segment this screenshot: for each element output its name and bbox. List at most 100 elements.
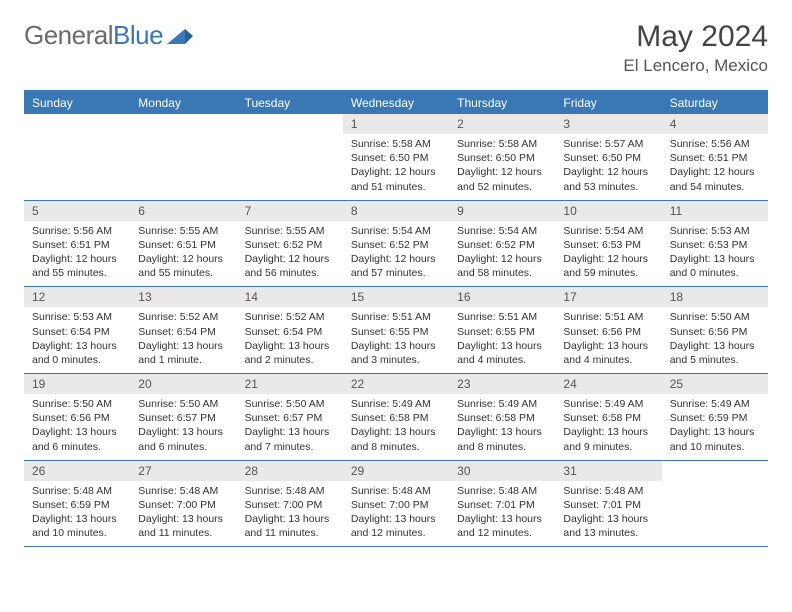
calendar-cell: . (662, 461, 768, 547)
calendar-cell: 27Sunrise: 5:48 AMSunset: 7:00 PMDayligh… (130, 461, 236, 547)
calendar-cell: 19Sunrise: 5:50 AMSunset: 6:56 PMDayligh… (24, 374, 130, 460)
day-number: 31 (555, 461, 661, 481)
calendar-cell: 20Sunrise: 5:50 AMSunset: 6:57 PMDayligh… (130, 374, 236, 460)
calendar-week-row: . . . 1Sunrise: 5:58 AMSunset: 6:50 PMDa… (24, 114, 768, 201)
day-details: Sunrise: 5:53 AMSunset: 6:54 PMDaylight:… (24, 307, 130, 367)
day-details: Sunrise: 5:57 AMSunset: 6:50 PMDaylight:… (555, 134, 661, 194)
day-of-week-label: Monday (130, 92, 236, 114)
day-details: Sunrise: 5:48 AMSunset: 7:00 PMDaylight:… (237, 481, 343, 541)
calendar-cell: 24Sunrise: 5:49 AMSunset: 6:58 PMDayligh… (555, 374, 661, 460)
day-details: Sunrise: 5:50 AMSunset: 6:56 PMDaylight:… (662, 307, 768, 367)
calendar-cell: 28Sunrise: 5:48 AMSunset: 7:00 PMDayligh… (237, 461, 343, 547)
day-details: Sunrise: 5:50 AMSunset: 6:57 PMDaylight:… (237, 394, 343, 454)
calendar-week-row: 12Sunrise: 5:53 AMSunset: 6:54 PMDayligh… (24, 287, 768, 374)
calendar-cell: 31Sunrise: 5:48 AMSunset: 7:01 PMDayligh… (555, 461, 661, 547)
calendar-cell: . (24, 114, 130, 200)
calendar-cell: 25Sunrise: 5:49 AMSunset: 6:59 PMDayligh… (662, 374, 768, 460)
calendar-cell: 3Sunrise: 5:57 AMSunset: 6:50 PMDaylight… (555, 114, 661, 200)
day-details: Sunrise: 5:48 AMSunset: 7:00 PMDaylight:… (130, 481, 236, 541)
day-details: Sunrise: 5:49 AMSunset: 6:58 PMDaylight:… (343, 394, 449, 454)
day-details: Sunrise: 5:49 AMSunset: 6:58 PMDaylight:… (555, 394, 661, 454)
day-number: 1 (343, 114, 449, 134)
day-details: Sunrise: 5:56 AMSunset: 6:51 PMDaylight:… (24, 221, 130, 281)
day-details: Sunrise: 5:55 AMSunset: 6:52 PMDaylight:… (237, 221, 343, 281)
calendar-cell: 22Sunrise: 5:49 AMSunset: 6:58 PMDayligh… (343, 374, 449, 460)
calendar-cell: 8Sunrise: 5:54 AMSunset: 6:52 PMDaylight… (343, 201, 449, 287)
day-number: 5 (24, 201, 130, 221)
day-details: Sunrise: 5:50 AMSunset: 6:56 PMDaylight:… (24, 394, 130, 454)
day-number: 24 (555, 374, 661, 394)
calendar-cell: 15Sunrise: 5:51 AMSunset: 6:55 PMDayligh… (343, 287, 449, 373)
calendar-cell: 12Sunrise: 5:53 AMSunset: 6:54 PMDayligh… (24, 287, 130, 373)
day-details: Sunrise: 5:55 AMSunset: 6:51 PMDaylight:… (130, 221, 236, 281)
calendar-cell: 29Sunrise: 5:48 AMSunset: 7:00 PMDayligh… (343, 461, 449, 547)
day-details: Sunrise: 5:54 AMSunset: 6:52 PMDaylight:… (449, 221, 555, 281)
day-details: Sunrise: 5:58 AMSunset: 6:50 PMDaylight:… (449, 134, 555, 194)
calendar-cell: 16Sunrise: 5:51 AMSunset: 6:55 PMDayligh… (449, 287, 555, 373)
day-number: 16 (449, 287, 555, 307)
day-details: Sunrise: 5:52 AMSunset: 6:54 PMDaylight:… (130, 307, 236, 367)
day-details: Sunrise: 5:52 AMSunset: 6:54 PMDaylight:… (237, 307, 343, 367)
calendar-cell: 26Sunrise: 5:48 AMSunset: 6:59 PMDayligh… (24, 461, 130, 547)
calendar-cell: 4Sunrise: 5:56 AMSunset: 6:51 PMDaylight… (662, 114, 768, 200)
day-details: Sunrise: 5:50 AMSunset: 6:57 PMDaylight:… (130, 394, 236, 454)
calendar-cell: 5Sunrise: 5:56 AMSunset: 6:51 PMDaylight… (24, 201, 130, 287)
day-details: Sunrise: 5:54 AMSunset: 6:53 PMDaylight:… (555, 221, 661, 281)
calendar-cell: 21Sunrise: 5:50 AMSunset: 6:57 PMDayligh… (237, 374, 343, 460)
day-number: 6 (130, 201, 236, 221)
header: GeneralBlue May 2024 El Lencero, Mexico (24, 20, 768, 76)
brand-logo: GeneralBlue (24, 20, 193, 51)
calendar-cell: . (237, 114, 343, 200)
day-details: Sunrise: 5:49 AMSunset: 6:59 PMDaylight:… (662, 394, 768, 454)
day-details: Sunrise: 5:53 AMSunset: 6:53 PMDaylight:… (662, 221, 768, 281)
day-details: Sunrise: 5:48 AMSunset: 7:01 PMDaylight:… (449, 481, 555, 541)
day-number: 27 (130, 461, 236, 481)
day-details: Sunrise: 5:56 AMSunset: 6:51 PMDaylight:… (662, 134, 768, 194)
day-number: 13 (130, 287, 236, 307)
calendar-cell: 11Sunrise: 5:53 AMSunset: 6:53 PMDayligh… (662, 201, 768, 287)
day-number: 12 (24, 287, 130, 307)
day-of-week-label: Friday (555, 92, 661, 114)
title-block: May 2024 El Lencero, Mexico (623, 20, 768, 76)
location-text: El Lencero, Mexico (623, 56, 768, 76)
calendar-cell: 6Sunrise: 5:55 AMSunset: 6:51 PMDaylight… (130, 201, 236, 287)
brand-part1: General (24, 20, 113, 51)
day-of-week-row: SundayMondayTuesdayWednesdayThursdayFrid… (24, 92, 768, 114)
calendar-cell: 7Sunrise: 5:55 AMSunset: 6:52 PMDaylight… (237, 201, 343, 287)
day-number: 18 (662, 287, 768, 307)
day-number: 28 (237, 461, 343, 481)
day-number: 25 (662, 374, 768, 394)
day-of-week-label: Wednesday (343, 92, 449, 114)
calendar-cell: 30Sunrise: 5:48 AMSunset: 7:01 PMDayligh… (449, 461, 555, 547)
calendar-week-row: 19Sunrise: 5:50 AMSunset: 6:56 PMDayligh… (24, 374, 768, 461)
calendar-grid: SundayMondayTuesdayWednesdayThursdayFrid… (24, 90, 768, 547)
calendar-cell: 2Sunrise: 5:58 AMSunset: 6:50 PMDaylight… (449, 114, 555, 200)
calendar-cell: 10Sunrise: 5:54 AMSunset: 6:53 PMDayligh… (555, 201, 661, 287)
calendar-week-row: 5Sunrise: 5:56 AMSunset: 6:51 PMDaylight… (24, 201, 768, 288)
calendar-cell: 1Sunrise: 5:58 AMSunset: 6:50 PMDaylight… (343, 114, 449, 200)
day-number: 26 (24, 461, 130, 481)
day-details: Sunrise: 5:58 AMSunset: 6:50 PMDaylight:… (343, 134, 449, 194)
day-number: 4 (662, 114, 768, 134)
calendar-cell: . (130, 114, 236, 200)
day-number: 30 (449, 461, 555, 481)
day-details: Sunrise: 5:49 AMSunset: 6:58 PMDaylight:… (449, 394, 555, 454)
day-number: 22 (343, 374, 449, 394)
day-number: 14 (237, 287, 343, 307)
day-number: 10 (555, 201, 661, 221)
day-number: 15 (343, 287, 449, 307)
day-number: 20 (130, 374, 236, 394)
calendar-cell: 17Sunrise: 5:51 AMSunset: 6:56 PMDayligh… (555, 287, 661, 373)
day-details: Sunrise: 5:51 AMSunset: 6:55 PMDaylight:… (449, 307, 555, 367)
calendar-cell: 9Sunrise: 5:54 AMSunset: 6:52 PMDaylight… (449, 201, 555, 287)
day-number: 19 (24, 374, 130, 394)
day-details: Sunrise: 5:48 AMSunset: 7:01 PMDaylight:… (555, 481, 661, 541)
day-number: 21 (237, 374, 343, 394)
day-number: 17 (555, 287, 661, 307)
day-details: Sunrise: 5:51 AMSunset: 6:56 PMDaylight:… (555, 307, 661, 367)
calendar-cell: 14Sunrise: 5:52 AMSunset: 6:54 PMDayligh… (237, 287, 343, 373)
day-details: Sunrise: 5:48 AMSunset: 7:00 PMDaylight:… (343, 481, 449, 541)
calendar-page: GeneralBlue May 2024 El Lencero, Mexico … (0, 0, 792, 567)
calendar-cell: 18Sunrise: 5:50 AMSunset: 6:56 PMDayligh… (662, 287, 768, 373)
day-number: 29 (343, 461, 449, 481)
